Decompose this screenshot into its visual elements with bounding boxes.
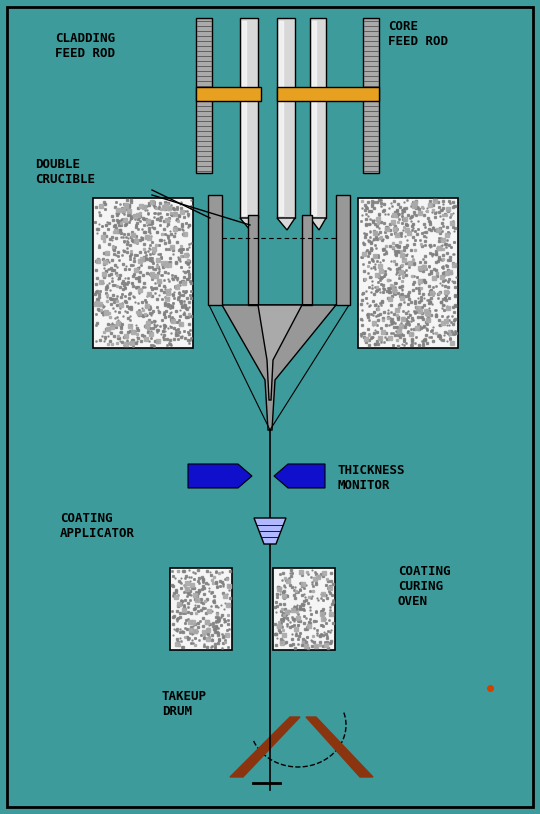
- Polygon shape: [230, 717, 300, 777]
- Text: DOUBLE
CRUCIBLE: DOUBLE CRUCIBLE: [35, 158, 95, 186]
- Polygon shape: [208, 305, 350, 430]
- Text: TAKEUP
DRUM: TAKEUP DRUM: [162, 690, 207, 718]
- Polygon shape: [188, 464, 252, 488]
- Polygon shape: [310, 218, 326, 230]
- Bar: [196, 18, 212, 173]
- Bar: [363, 18, 379, 173]
- Bar: [93, 198, 193, 348]
- Text: CLADDING
FEED ROD: CLADDING FEED ROD: [55, 32, 115, 60]
- Polygon shape: [277, 218, 295, 230]
- Text: COATING
CURING
OVEN: COATING CURING OVEN: [398, 565, 450, 608]
- Bar: [302, 215, 312, 305]
- Bar: [208, 195, 222, 305]
- Polygon shape: [274, 464, 325, 488]
- Bar: [240, 18, 258, 218]
- Bar: [310, 18, 326, 218]
- Bar: [273, 568, 335, 650]
- Polygon shape: [306, 717, 373, 777]
- Bar: [277, 87, 379, 101]
- Bar: [196, 87, 261, 101]
- Bar: [358, 198, 458, 348]
- Polygon shape: [240, 218, 258, 230]
- Bar: [336, 195, 350, 305]
- Polygon shape: [248, 305, 312, 400]
- Bar: [248, 215, 258, 305]
- Text: COATING
APPLICATOR: COATING APPLICATOR: [60, 512, 135, 540]
- Bar: [170, 568, 232, 650]
- Text: THICKNESS
MONITOR: THICKNESS MONITOR: [338, 464, 406, 492]
- Bar: [277, 18, 295, 218]
- Text: CORE
FEED ROD: CORE FEED ROD: [388, 20, 448, 48]
- Polygon shape: [254, 518, 286, 544]
